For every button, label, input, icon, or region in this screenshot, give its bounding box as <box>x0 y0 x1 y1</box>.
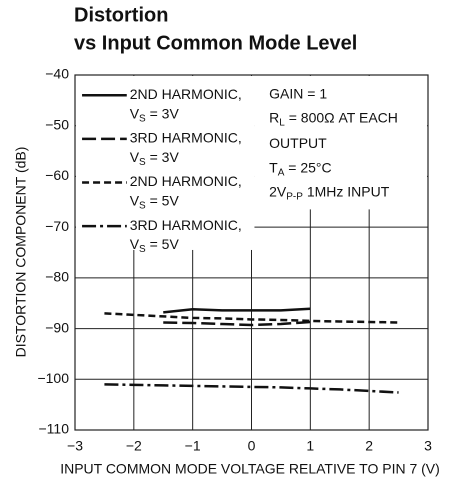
x-tick-label: −2 <box>126 438 142 454</box>
annotation-part: OUTPUT <box>269 135 327 151</box>
x-tick-label: 0 <box>248 438 256 454</box>
y-tick-label: −80 <box>45 269 69 285</box>
legend-label: 3RD HARMONIC, <box>130 130 242 146</box>
series-line <box>104 312 399 324</box>
plot-frame <box>74 74 429 431</box>
annotation: GAIN = 1 <box>269 85 327 101</box>
annotation-part: L <box>279 117 285 128</box>
x-tick-label: 1 <box>306 438 314 454</box>
y-tick-label: −110 <box>39 421 70 437</box>
legend-condition-part: S <box>139 157 146 168</box>
legend-box <box>76 76 255 250</box>
chart-title: Distortion <box>74 4 168 26</box>
annotation-part: R <box>269 109 279 125</box>
y-tick-label: −40 <box>45 66 69 82</box>
legend-condition-part: V <box>130 192 140 208</box>
annotation-part: A <box>278 167 285 178</box>
annotation-part: = 800Ω AT EACH <box>285 109 398 125</box>
legend-condition: VS = 3V <box>130 105 180 124</box>
y-axis-label: DISTORTION COMPONENT (dB) <box>13 147 29 358</box>
y-tick-label: −50 <box>45 116 69 132</box>
legend-condition-part: = 5V <box>146 236 180 252</box>
legend-condition-part: V <box>130 149 140 165</box>
annotation-part: = 25°C <box>284 159 331 175</box>
annotation: TA = 25°C <box>269 159 331 178</box>
annotation-part: P-P <box>286 191 303 202</box>
legend-label: 2ND HARMONIC, <box>130 86 242 102</box>
annotation-part: T <box>269 159 278 175</box>
legend-condition-part: = 5V <box>146 192 180 208</box>
legend-condition: VS = 5V <box>130 192 180 211</box>
annotation-part: 1MHz INPUT <box>303 183 390 199</box>
x-tick-label: 2 <box>365 438 373 454</box>
y-tick-label: −90 <box>45 319 69 335</box>
legend-condition-part: = 3V <box>146 149 180 165</box>
annotation-box <box>254 76 427 210</box>
series-line <box>163 307 311 314</box>
x-axis-label: INPUT COMMON MODE VOLTAGE RELATIVE TO PI… <box>60 461 440 477</box>
series-line <box>104 383 399 394</box>
legend-condition: VS = 3V <box>130 149 180 168</box>
annotation: 2VP-P 1MHz INPUT <box>269 183 390 202</box>
legend-label: 2ND HARMONIC, <box>130 173 242 189</box>
legend-condition-part: S <box>139 200 146 211</box>
legend-condition-part: S <box>139 113 146 124</box>
annotation-part: 2V <box>269 183 287 199</box>
annotation: RL = 800Ω AT EACH <box>269 109 398 128</box>
chart-title: vs Input Common Mode Level <box>74 32 357 54</box>
y-tick-label: −70 <box>45 218 69 234</box>
legend-condition-part: = 3V <box>146 105 180 121</box>
annotation-part: GAIN = 1 <box>269 85 327 101</box>
x-tick-label: 3 <box>424 438 432 454</box>
legend-condition: VS = 5V <box>130 236 180 255</box>
legend-condition-part: V <box>130 236 140 252</box>
y-tick-label: −60 <box>45 167 69 183</box>
annotation: OUTPUT <box>269 135 327 151</box>
series-line <box>163 320 311 327</box>
y-tick-label: −100 <box>37 370 69 386</box>
legend-label: 3RD HARMONIC, <box>130 217 242 233</box>
x-tick-label: −1 <box>185 438 201 454</box>
legend-condition-part: S <box>139 244 146 255</box>
legend-condition-part: V <box>130 105 140 121</box>
x-tick-label: −3 <box>67 438 83 454</box>
